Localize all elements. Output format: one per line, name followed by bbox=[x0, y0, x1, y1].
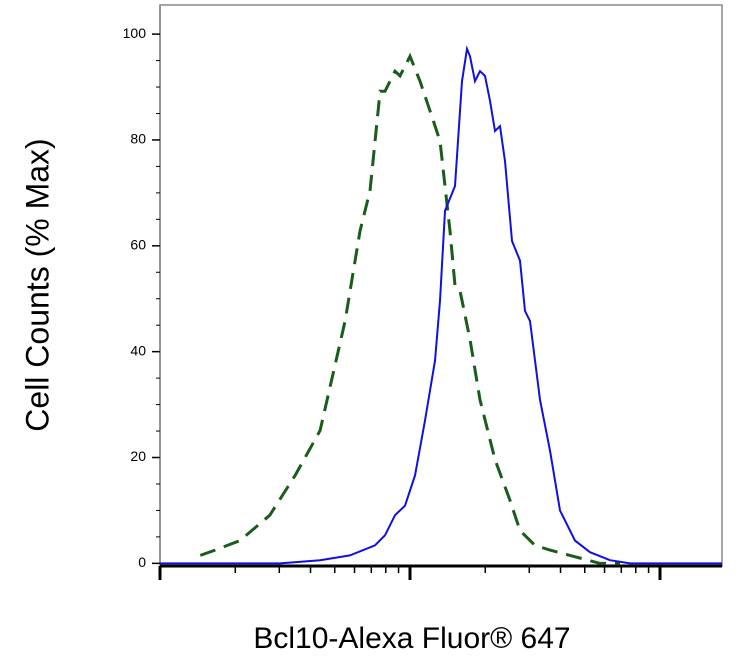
y-axis-label: Cell Counts (% Max) bbox=[19, 138, 55, 431]
x-axis-label: Bcl10-Alexa Fluor® 647 bbox=[253, 622, 570, 655]
y-tick-label: 0 bbox=[138, 554, 146, 570]
y-tick-label: 60 bbox=[130, 237, 146, 253]
y-tick-label: 100 bbox=[123, 25, 147, 41]
y-tick-label: 40 bbox=[130, 342, 146, 358]
series-line bbox=[160, 45, 722, 565]
series-line bbox=[199, 52, 620, 565]
y-tick-label: 80 bbox=[130, 131, 146, 147]
y-tick-label: 20 bbox=[130, 448, 146, 464]
